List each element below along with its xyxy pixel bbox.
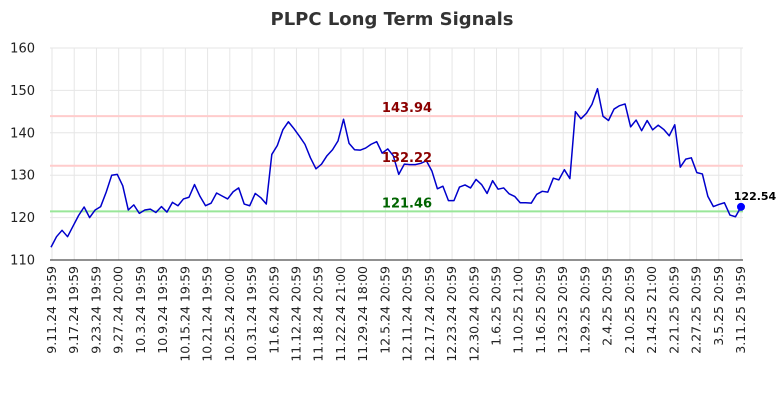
x-tick-label: 1.23.25 20:59 bbox=[555, 266, 570, 354]
y-tick-label: 140 bbox=[10, 126, 35, 141]
x-axis-ticks: 9.11.24 19:59 9.17.24 19:59 9.23.24 19:59 9… bbox=[44, 266, 748, 362]
x-tick-label: 2.4.25 20:59 bbox=[600, 266, 615, 346]
x-tick-label: 10.25.24 20:00 bbox=[222, 266, 237, 362]
last-value-marker bbox=[737, 202, 745, 211]
y-axis-ticks: 110 120 130 140 150 160 bbox=[10, 42, 35, 269]
x-tick-label: 9.17.24 19:59 bbox=[66, 266, 81, 354]
x-tick-label: 9.27.24 20:00 bbox=[111, 266, 126, 354]
x-tick-label: 11.22.24 21:00 bbox=[333, 266, 348, 362]
signal-level-label: 121.46 bbox=[382, 196, 432, 211]
x-tick-label: 9.11.24 19:59 bbox=[44, 266, 59, 354]
x-tick-label: 11.12.24 20:59 bbox=[288, 266, 303, 362]
x-tick-label: 3.5.25 20:59 bbox=[711, 266, 726, 346]
x-tick-label: 1.10.25 21:00 bbox=[511, 266, 526, 354]
x-tick-label: 2.21.25 20:59 bbox=[666, 266, 681, 354]
signal-level-label: 143.94 bbox=[382, 101, 432, 116]
x-tick-label: 11.29.24 18:00 bbox=[355, 266, 370, 362]
x-tick-label: 12.11.24 20:59 bbox=[400, 266, 415, 362]
x-tick-label: 11.6.24 20:59 bbox=[266, 266, 281, 354]
x-tick-label: 11.18.24 20:59 bbox=[311, 266, 326, 362]
y-tick-label: 110 bbox=[10, 254, 35, 269]
signal-level-label: 132.22 bbox=[382, 151, 432, 166]
y-gridlines bbox=[50, 47, 743, 219]
price-series-line bbox=[50, 87, 742, 248]
x-tick-label: 1.29.25 20:59 bbox=[577, 266, 592, 354]
x-tick-label: 1.6.25 20:59 bbox=[489, 266, 504, 346]
x-tick-label: 1.16.25 20:59 bbox=[533, 266, 548, 354]
x-tick-label: 10.21.24 19:59 bbox=[200, 266, 215, 362]
x-tick-label: 2.27.25 20:59 bbox=[689, 266, 704, 354]
last-value-label: 122.54 bbox=[734, 190, 777, 203]
x-tick-label: 12.5.24 20:59 bbox=[377, 266, 392, 354]
x-tick-label: 10.15.24 19:59 bbox=[177, 266, 192, 362]
x-tick-label: 10.9.24 19:59 bbox=[155, 266, 170, 354]
x-tick-label: 12.23.24 20:59 bbox=[444, 266, 459, 362]
x-tick-label: 9.23.24 19:59 bbox=[88, 266, 103, 354]
y-tick-label: 130 bbox=[10, 169, 35, 184]
x-tick-label: 10.31.24 19:59 bbox=[244, 266, 259, 362]
y-tick-label: 160 bbox=[10, 42, 35, 57]
x-tick-label: 3.11.25 19:59 bbox=[733, 266, 748, 354]
chart-title: PLPC Long Term Signals bbox=[271, 9, 514, 30]
x-tick-label: 2.14.25 21:00 bbox=[644, 266, 659, 354]
x-tick-label: 12.17.24 20:59 bbox=[422, 266, 437, 362]
y-tick-label: 120 bbox=[10, 211, 35, 226]
x-gridlines bbox=[51, 48, 742, 260]
x-tick-label: 12.30.24 20:59 bbox=[466, 266, 481, 362]
x-tick-label: 2.10.25 20:59 bbox=[622, 266, 637, 354]
y-tick-label: 150 bbox=[10, 84, 35, 99]
x-tick-label: 10.3.24 19:59 bbox=[133, 266, 148, 354]
level-labels: 143.94 132.22 121.46 bbox=[382, 101, 432, 211]
